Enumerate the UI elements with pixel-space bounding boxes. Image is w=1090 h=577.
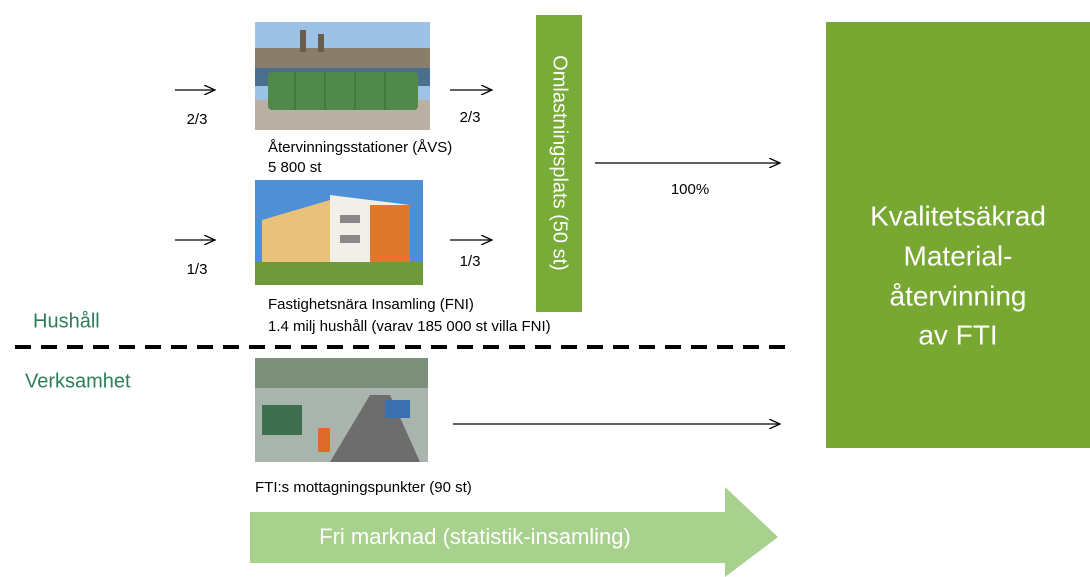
target-box [826, 22, 1090, 448]
target-line: av FTI [918, 319, 997, 350]
hub-label: Omlastningsplats (50 st) [549, 55, 571, 271]
free-market-label: Fri marknad (statistik-insamling) [319, 524, 631, 549]
diagram: 2/3 1/3 Återvinningsstationer (ÅVS) 5 80… [0, 0, 1090, 577]
avs-name: Återvinningsstationer (ÅVS) [268, 139, 452, 156]
flow-label: 1/3 [460, 253, 481, 270]
fni-count: 1.4 milj hushåll (varav 185 000 st villa… [268, 318, 551, 335]
section-label: Hushåll [33, 310, 100, 332]
target-line: Kvalitetsäkrad [870, 200, 1046, 231]
section-label: Verksamhet [25, 370, 131, 392]
flow-label: 2/3 [460, 109, 481, 126]
photo-avs [255, 22, 430, 130]
flow-label: 2/3 [187, 111, 208, 128]
flow-label: 100% [671, 181, 709, 198]
fni-name: Fastighetsnära Insamling (FNI) [268, 296, 474, 313]
avs-count: 5 800 st [268, 159, 322, 176]
target-line: återvinning [890, 280, 1027, 311]
flow-label: 1/3 [187, 261, 208, 278]
reception-label: FTI:s mottagningspunkter (90 st) [255, 479, 472, 496]
photo-fni [255, 180, 423, 285]
photo-reception [255, 358, 428, 462]
target-line: Material- [904, 240, 1013, 271]
